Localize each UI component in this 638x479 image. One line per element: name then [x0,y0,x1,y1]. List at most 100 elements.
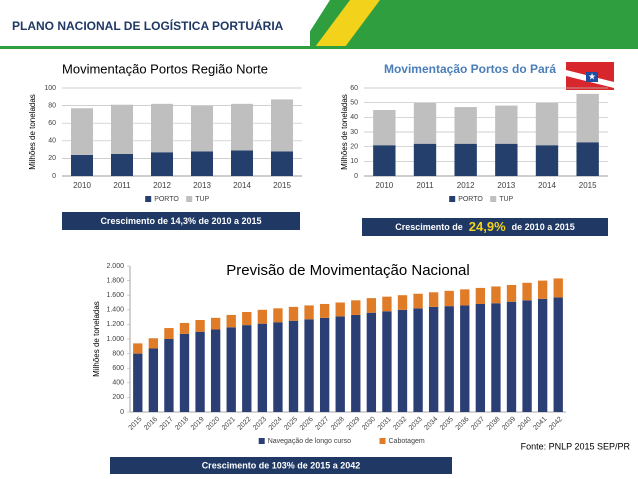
legend-swatch [258,438,265,444]
bar-segment [495,105,518,144]
bar-segment [273,308,283,323]
bar-segment [382,311,392,412]
y-tick-label: 0 [354,173,358,180]
bar-segment [319,303,330,318]
bar-segment [335,316,345,412]
annotation-part: Crescimento de 103% de 2015 a 2042 [202,461,361,471]
bar-segment [133,353,143,412]
para-flag: ★ [566,62,614,90]
y-tick-label: 10 [350,158,358,165]
chart-title: Previsão de Movimentação Nacional [226,262,469,279]
bar-segment [506,301,517,412]
annotation-part: Crescimento de [395,222,463,232]
y-axis-label: Milhões de toneladas [340,94,349,170]
x-tick-label: 2012 [457,181,475,190]
bar-segment [210,329,221,412]
annotation-part: 24,9% [469,219,506,234]
x-tick-label: 2011 [416,181,434,190]
bar-segment [71,154,93,176]
legend-swatch [449,196,456,202]
y-tick-label: 600 [112,365,124,372]
legend-swatch [186,196,193,202]
legend-label: PORTO [154,196,179,203]
y-tick-label: 40 [48,138,56,145]
annotation-part: Crescimento de 14,3% de 2010 a 2015 [100,216,261,226]
bar-segment [382,296,392,312]
bar-segment [195,331,205,412]
bar-segment [271,99,293,152]
bar-segment [148,348,159,412]
bar-segment [179,322,190,334]
bar-segment [304,319,314,412]
flag-star: ★ [588,71,596,81]
bar-segment [148,338,159,349]
x-tick-label: 2013 [193,181,211,190]
x-tick-label: 2010 [73,181,91,190]
bar-segment [553,278,563,298]
y-tick-label: 20 [48,155,56,162]
legend-label: TUP [499,196,513,203]
annotation: Crescimento de 14,3% de 2010 a 2015 [100,216,261,226]
y-tick-label: 2.000 [106,263,124,270]
bar-segment [535,102,559,146]
bar-segment [428,292,439,307]
bar-segment [397,309,408,412]
bar-segment [195,320,205,332]
bar-segment [71,108,93,155]
annotation-part: de 2010 a 2015 [512,222,575,232]
bar-segment [191,105,213,152]
bar-segment [366,298,377,313]
bar-segment [413,102,437,144]
bar-segment [475,287,486,304]
bar-segment [257,323,268,412]
bar-segment [373,145,396,176]
bar-segment [304,305,314,320]
y-tick-label: 50 [350,100,358,107]
bar-segment [522,300,532,412]
bar-segment [413,308,423,412]
bar-segment [535,145,559,176]
x-tick-label: 2014 [538,181,556,190]
bar-segment [111,154,133,176]
y-tick-label: 1.800 [106,277,124,284]
bar-segment [576,142,599,176]
y-tick-label: 20 [350,144,358,151]
bar-segment [397,295,408,310]
bar-segment [164,339,174,412]
flag-star-bg [586,72,598,82]
y-tick-label: 0 [120,409,124,416]
bar-segment [491,303,501,412]
y-tick-label: 400 [112,380,124,387]
bar-segment [210,317,221,330]
bar-segment [271,151,293,176]
bar-segment [444,290,454,307]
x-tick-label: 2015 [579,181,597,190]
y-tick-label: 1.600 [106,292,124,299]
bar-segment [537,298,548,412]
annotation: Crescimento de 24,9% de 2010 a 2015 [395,219,574,234]
y-tick-label: 80 [48,102,56,109]
bar-segment [226,327,236,412]
x-tick-label: 2010 [375,181,393,190]
y-tick-label: 1.000 [106,336,124,343]
legend-swatch [490,196,497,202]
y-tick-label: 1.400 [106,307,124,314]
y-tick-label: 100 [44,85,56,92]
header-stripe [315,0,380,47]
y-axis-label: Milhões de toneladas [28,94,37,170]
header-title: PLANO NACIONAL DE LOGÍSTICA PORTUÁRIA [12,18,284,33]
bar-segment [151,103,173,153]
annotation-banner [110,457,452,474]
bar-segment [576,93,599,143]
chart-title: Movimentação Portos do Pará [384,62,556,76]
bar-segment [413,293,423,309]
bar-segment [454,107,477,144]
bar-segment [428,306,439,412]
annotation-banner [62,212,300,230]
x-tick-label: 2015 [273,181,291,190]
chart-title: Movimentação Portos Região Norte [62,61,268,76]
legend-label: Cabotagem [389,438,425,445]
header-rule [0,46,638,49]
legend-label: PORTO [458,196,483,203]
